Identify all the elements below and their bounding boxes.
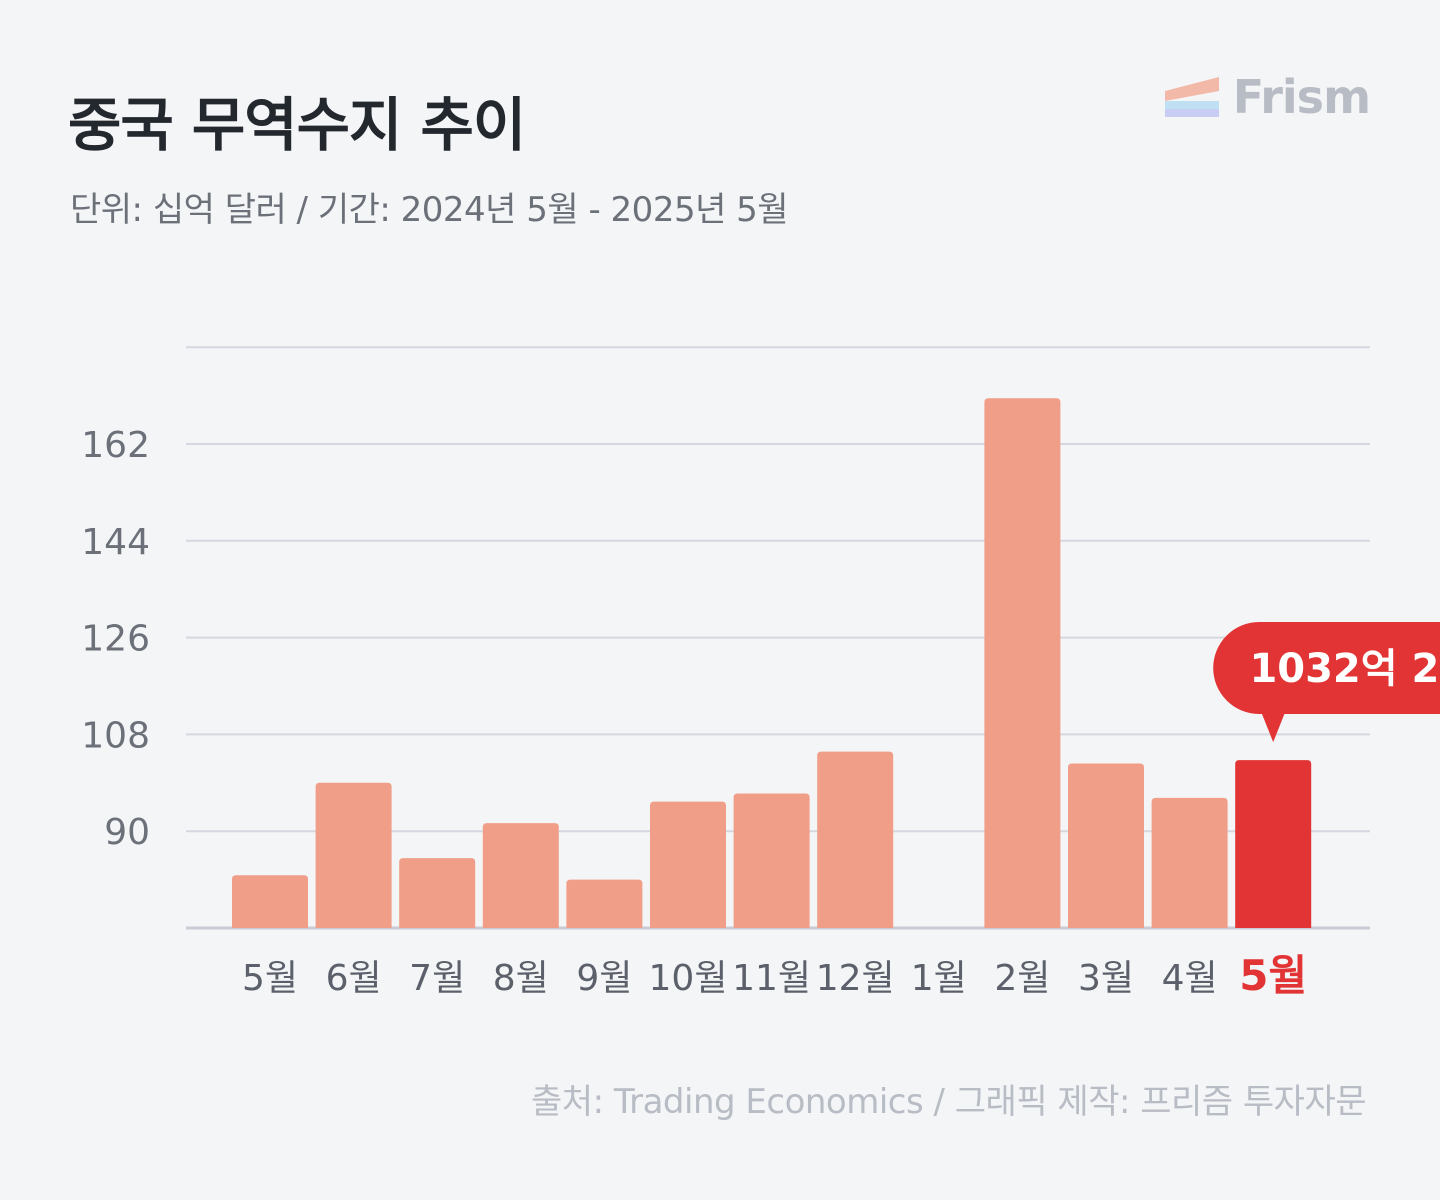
x-tick-label: 8월: [493, 958, 549, 999]
source-note: 출처: Trading Economics / 그래픽 제작: 프리즘 투자자문: [531, 1082, 1366, 1122]
y-tick-label: 144: [81, 522, 150, 563]
bar: [482, 823, 559, 928]
x-tick-label: 10월: [649, 958, 728, 999]
x-tick-label: 11월: [732, 958, 811, 999]
y-tick-label: 90: [104, 812, 150, 853]
highlight-bar: [1235, 760, 1312, 928]
chart-subtitle: 단위: 십억 달러 / 기간: 2024년 5월 - 2025년 5월: [70, 190, 789, 230]
bar: [984, 398, 1061, 928]
bar: [650, 801, 726, 928]
y-tick-label: 162: [81, 425, 150, 466]
callout-pointer: [1261, 712, 1286, 743]
bar: [315, 782, 392, 928]
x-tick-label: 5월: [242, 958, 298, 999]
x-tick-label: 4월: [1162, 958, 1218, 999]
brand-name: Frism: [1232, 70, 1371, 124]
callout-bubble: [1213, 622, 1440, 714]
y-tick-label: 108: [81, 715, 150, 756]
bar: [817, 751, 894, 928]
bar: [399, 858, 476, 928]
frism-logo-icon: [1164, 77, 1219, 117]
bar: [1068, 763, 1144, 928]
brand-logo: Frism: [1164, 70, 1371, 124]
x-tick-label: 7월: [409, 958, 465, 999]
x-tick-label: 12월: [816, 958, 895, 999]
x-tick-label: 2월: [994, 958, 1050, 999]
bar: [566, 879, 643, 928]
x-tick-label: 9월: [576, 958, 632, 999]
y-tick-label: 126: [81, 619, 150, 660]
callout-label: 1032억 2천만: [1249, 646, 1440, 692]
bar: [733, 793, 810, 928]
bar: [232, 875, 308, 928]
x-tick-label: 5월: [1239, 951, 1307, 1000]
x-tick-label: 1월: [911, 958, 967, 999]
x-tick-label: 3월: [1078, 958, 1134, 999]
bar: [1151, 797, 1228, 928]
x-tick-label: 6월: [326, 958, 382, 999]
chart-title: 중국 무역수지 추이: [68, 91, 526, 159]
